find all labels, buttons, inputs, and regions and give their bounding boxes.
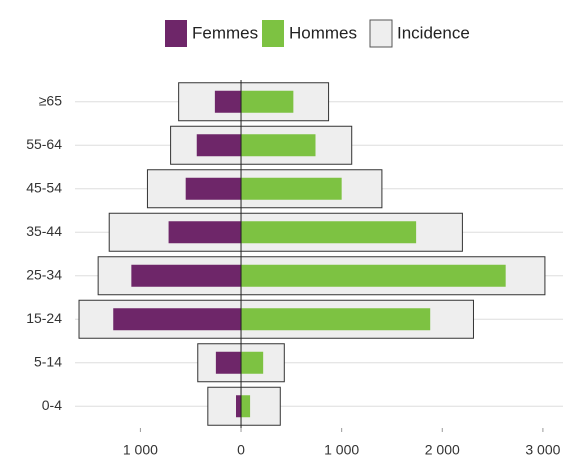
x-tick-label: 3 000 (525, 442, 560, 458)
x-tick-label: 1 000 (324, 442, 359, 458)
bar (185, 177, 242, 200)
bar (241, 264, 506, 287)
y-tick-label: 0-4 (42, 397, 62, 413)
legend-label: Incidence (397, 23, 470, 42)
bar (241, 177, 342, 200)
bar (241, 221, 417, 244)
y-tick-label: 5-14 (34, 353, 62, 369)
bar (241, 351, 264, 374)
bar (168, 221, 242, 244)
x-tick-label: 0 (237, 442, 245, 458)
y-tick-label: 55-64 (26, 136, 62, 152)
y-tick-label: 25-34 (26, 266, 62, 282)
bar (214, 90, 242, 113)
bar (241, 308, 431, 331)
bar (241, 90, 294, 113)
y-tick-label: ≥65 (39, 92, 62, 108)
bar (241, 134, 316, 157)
legend-swatch (165, 20, 187, 47)
y-tick-label: 45-54 (26, 179, 62, 195)
bar (236, 395, 242, 418)
legend-label: Femmes (192, 23, 258, 42)
y-tick-label: 15-24 (26, 310, 62, 326)
legend: Femmes Hommes Incidence (165, 19, 470, 48)
x-tick-label: 1 000 (123, 442, 158, 458)
x-tick-label: 2 000 (425, 442, 460, 458)
legend-swatch (369, 19, 393, 48)
bar (241, 395, 251, 418)
y-tick-label: 35-44 (26, 223, 62, 239)
legend-label: Hommes (289, 23, 357, 42)
bar (215, 351, 242, 374)
bar (131, 264, 242, 287)
bar (113, 308, 242, 331)
legend-swatch (262, 20, 284, 47)
bar (196, 134, 242, 157)
